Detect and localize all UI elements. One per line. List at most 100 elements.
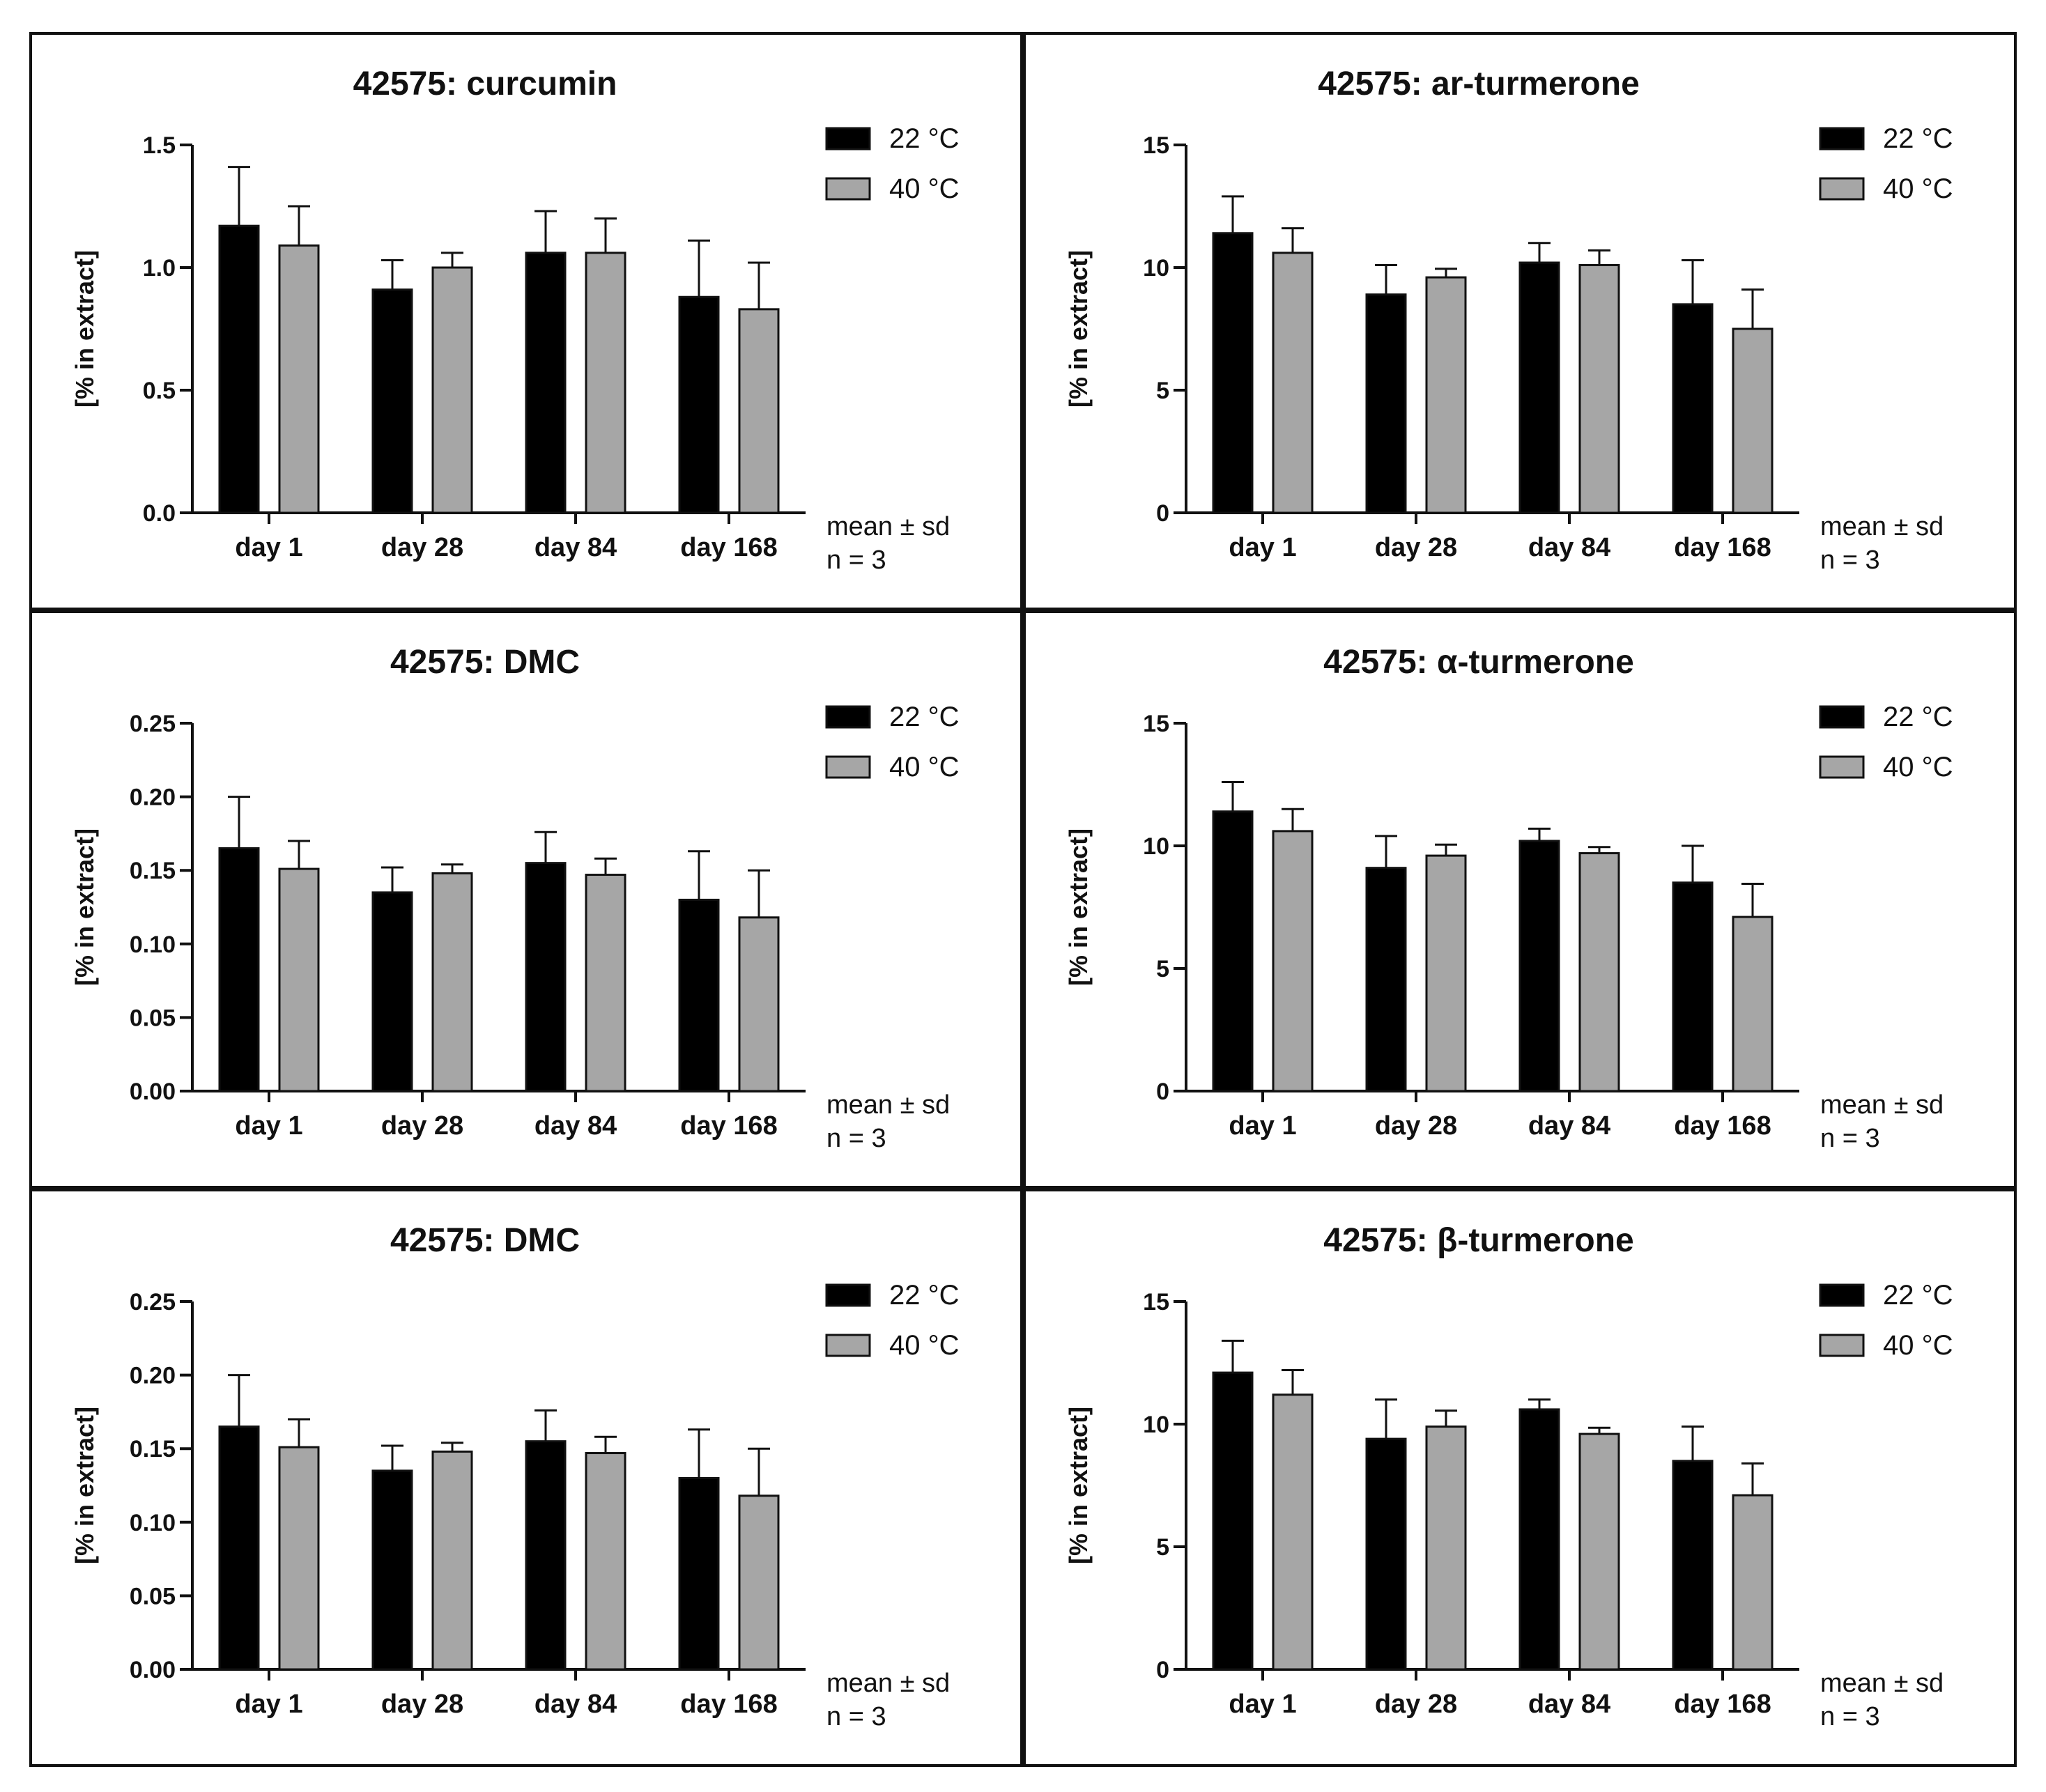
legend-label: 22 °C bbox=[889, 702, 960, 732]
legend-swatch bbox=[1819, 1334, 1865, 1357]
y-tick-label: 1.5 bbox=[143, 132, 176, 159]
legend-label: 22 °C bbox=[1883, 123, 1953, 154]
legend-label: 40 °C bbox=[889, 173, 960, 204]
bar-22c bbox=[371, 288, 413, 514]
stats-note: n = 3 bbox=[1820, 1702, 1880, 1731]
bar-22c bbox=[1212, 232, 1254, 514]
legend-swatch bbox=[825, 1283, 871, 1307]
bar-40c bbox=[431, 1450, 473, 1671]
x-tick-label: day 1 bbox=[235, 1690, 302, 1719]
chart-panel-4: 42575: α-turmerone [% in extract] 0 5 10 15 da… bbox=[1023, 610, 2017, 1189]
chart-title: 42575: DMC bbox=[390, 1222, 580, 1259]
legend-label: 40 °C bbox=[1883, 173, 1953, 204]
legend-swatch bbox=[825, 705, 871, 729]
y-tick-label: 10 bbox=[1143, 1412, 1169, 1438]
x-tick-label: day 84 bbox=[534, 1111, 617, 1141]
legend-label: 22 °C bbox=[889, 123, 960, 154]
bar-40c bbox=[1732, 916, 1774, 1092]
bar-40c bbox=[738, 308, 780, 514]
y-tick-label: 0.20 bbox=[130, 785, 176, 811]
bar-22c bbox=[1672, 303, 1714, 514]
legend-swatch bbox=[1819, 177, 1865, 201]
bar-22c bbox=[678, 898, 720, 1092]
y-tick-label: 5 bbox=[1156, 956, 1169, 982]
x-tick-label: day 168 bbox=[1674, 533, 1771, 562]
bar-22c bbox=[1518, 261, 1560, 514]
chart-panel-3: 42575: DMC [% in extract] 0.00 0.05 0.10 0.15… bbox=[29, 610, 1023, 1189]
y-tick-label: 1.0 bbox=[143, 255, 176, 281]
y-axis-label: [% in extract] bbox=[1064, 250, 1093, 408]
x-tick-label: day 1 bbox=[235, 533, 302, 562]
bar-22c bbox=[218, 1426, 260, 1671]
x-tick-label: day 28 bbox=[1375, 533, 1457, 562]
chart-svg: 42575: β-turmerone [% in extract] 0 5 10 15 da… bbox=[1064, 1222, 1953, 1731]
y-tick-label: 5 bbox=[1156, 378, 1169, 404]
chart-panel-5: 42575: DMC [% in extract] 0.00 0.05 0.10 0.15… bbox=[29, 1189, 1023, 1767]
y-tick-label: 5 bbox=[1156, 1534, 1169, 1561]
bar-22c bbox=[218, 847, 260, 1092]
stats-note: mean ± sd bbox=[1820, 1669, 1944, 1698]
bar-22c bbox=[525, 862, 567, 1092]
legend-label: 22 °C bbox=[1883, 702, 1953, 732]
y-tick-label: 0.15 bbox=[130, 858, 176, 884]
x-tick-label: day 1 bbox=[235, 1111, 302, 1141]
legend-label: 22 °C bbox=[1883, 1280, 1953, 1311]
x-tick-label: day 28 bbox=[381, 1111, 463, 1141]
bar-40c bbox=[585, 252, 626, 514]
legend-swatch bbox=[825, 177, 871, 201]
x-tick-label: day 28 bbox=[381, 1690, 463, 1719]
bar-22c bbox=[371, 891, 413, 1092]
chart-title: 42575: ar-turmerone bbox=[1318, 65, 1640, 102]
y-tick-label: 0.20 bbox=[130, 1363, 176, 1389]
bar-40c bbox=[278, 867, 320, 1092]
y-tick-label: 0.25 bbox=[130, 711, 176, 737]
bar-22c bbox=[1365, 867, 1407, 1092]
y-tick-label: 15 bbox=[1143, 132, 1169, 159]
bar-40c bbox=[1272, 252, 1314, 514]
bar-40c bbox=[585, 874, 626, 1092]
y-tick-label: 0 bbox=[1156, 1657, 1169, 1683]
bar-22c bbox=[678, 1476, 720, 1671]
y-axis-label: [% in extract] bbox=[70, 1407, 99, 1564]
bar-22c bbox=[218, 224, 260, 514]
chart-title: 42575: α-turmerone bbox=[1323, 644, 1634, 681]
bar-40c bbox=[1272, 1393, 1314, 1671]
legend-label: 40 °C bbox=[1883, 1330, 1953, 1361]
y-axis-label: [% in extract] bbox=[1064, 828, 1093, 986]
y-tick-label: 0 bbox=[1156, 1079, 1169, 1105]
bar-40c bbox=[278, 244, 320, 514]
bar-40c bbox=[278, 1446, 320, 1671]
bar-22c bbox=[1212, 1371, 1254, 1671]
bar-22c bbox=[1518, 1408, 1560, 1671]
bar-40c bbox=[585, 1452, 626, 1671]
bar-40c bbox=[1578, 1432, 1620, 1671]
x-tick-label: day 1 bbox=[1229, 1111, 1296, 1141]
chart-svg: 42575: curcumin [% in extract] 0.0 0.5 1.0 1.… bbox=[70, 65, 960, 575]
bar-40c bbox=[1732, 1494, 1774, 1671]
chart-panel-2: 42575: ar-turmerone [% in extract] 0 5 10 15 d… bbox=[1023, 32, 2017, 610]
stats-note: mean ± sd bbox=[1820, 1090, 1944, 1120]
x-tick-label: day 84 bbox=[1528, 1690, 1610, 1719]
bar-40c bbox=[1272, 830, 1314, 1092]
legend-label: 22 °C bbox=[889, 1280, 960, 1311]
y-tick-label: 0.10 bbox=[130, 932, 176, 958]
legend-label: 40 °C bbox=[889, 752, 960, 782]
x-tick-label: day 84 bbox=[534, 1690, 617, 1719]
bar-40c bbox=[1578, 852, 1620, 1092]
y-tick-label: 0.5 bbox=[143, 378, 176, 404]
y-axis-label: [% in extract] bbox=[70, 828, 99, 986]
x-tick-label: day 1 bbox=[1229, 1690, 1296, 1719]
x-tick-label: day 168 bbox=[680, 1690, 777, 1719]
stats-note: mean ± sd bbox=[826, 1090, 950, 1120]
bar-40c bbox=[431, 266, 473, 514]
x-tick-label: day 84 bbox=[534, 533, 617, 562]
chart-title: 42575: β-turmerone bbox=[1323, 1222, 1633, 1259]
legend-swatch bbox=[1819, 705, 1865, 729]
y-tick-label: 0.00 bbox=[130, 1657, 176, 1683]
bar-22c bbox=[1518, 840, 1560, 1092]
chart-title: 42575: DMC bbox=[390, 644, 580, 681]
x-tick-label: day 84 bbox=[1528, 533, 1610, 562]
y-tick-label: 0.05 bbox=[130, 1583, 176, 1609]
chart-panel-1: 42575: curcumin [% in extract] 0.0 0.5 1.0 1.… bbox=[29, 32, 1023, 610]
